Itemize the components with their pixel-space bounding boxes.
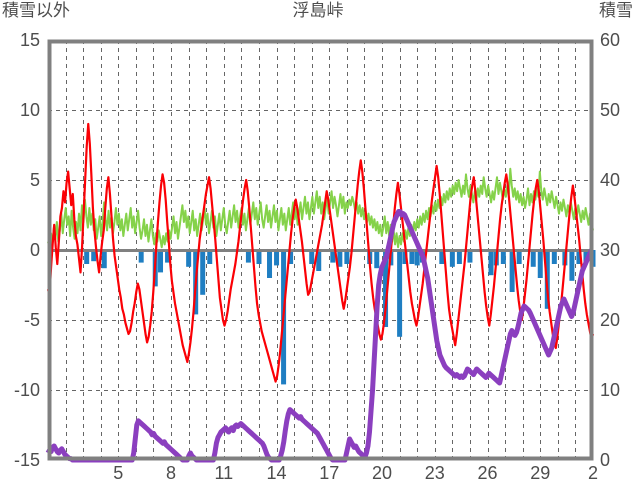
x-axis-tick: 8: [166, 463, 177, 483]
right-axis-title: 積雪: [599, 1, 633, 20]
x-axis-tick: 29: [530, 463, 551, 483]
x-axis-tick: 5: [113, 463, 124, 483]
y-axis-right-tick: 10: [600, 380, 621, 400]
x-axis-tick: 26: [477, 463, 498, 483]
plot-frame: [47, 39, 594, 461]
y-axis-right-tick: 20: [600, 310, 621, 330]
y-axis-left-tick: 5: [29, 170, 40, 190]
chart-title: 浮島峠: [292, 1, 344, 20]
y-axis-right-tick: 0: [600, 450, 611, 470]
y-axis-left-tick: -15: [13, 450, 40, 470]
y-axis-left-tick: -5: [23, 310, 40, 330]
y-axis-left-tick: -10: [13, 380, 40, 400]
x-axis-tick: 14: [266, 463, 287, 483]
purple-series-snow-depth: [45, 209, 594, 463]
y-axis-right-tick: 60: [600, 30, 621, 50]
y-axis-right-tick: 30: [600, 240, 621, 260]
y-axis-right-tick: 40: [600, 170, 621, 190]
y-axis-right-tick: 50: [600, 100, 621, 120]
y-axis-left-tick: 10: [19, 100, 40, 120]
x-axis-tick: 11: [214, 463, 234, 483]
x-axis-tick: 20: [372, 463, 393, 483]
x-axis-tick: 23: [424, 463, 445, 483]
x-axis-tick: 2: [587, 463, 598, 483]
x-axis-tick: 17: [319, 463, 340, 483]
y-axis-left-tick: 0: [29, 240, 40, 260]
series-layer: [45, 122, 596, 463]
red-series: [46, 122, 595, 383]
y-axis-left-tick: 15: [19, 30, 40, 50]
left-axis-title: 積雪以外: [2, 1, 70, 20]
